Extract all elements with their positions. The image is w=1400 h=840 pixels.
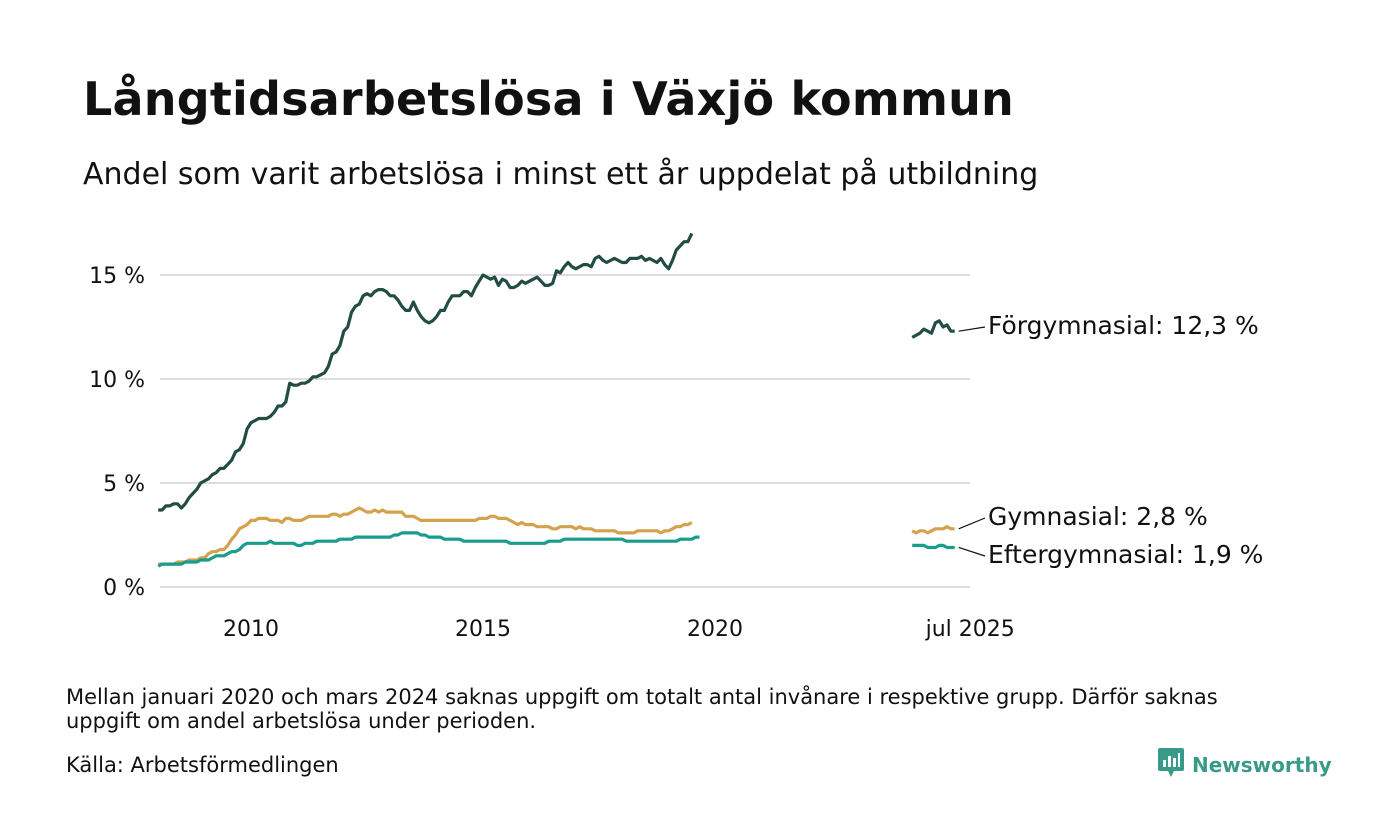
brand-name: Newsworthy xyxy=(1192,753,1332,777)
forgymnasial-leader-line xyxy=(958,326,986,332)
x-axis-ticks: 2010 2015 2020 jul 2025 xyxy=(223,617,1015,642)
x-tick-label: 2015 xyxy=(455,617,511,642)
forgymnasial-line-segment-2 xyxy=(911,319,955,339)
y-tick-label: 10 % xyxy=(89,368,145,393)
y-tick-label: 15 % xyxy=(89,264,145,289)
gymnasial-line-segment-1 xyxy=(158,506,693,566)
chart-title: Långtidsarbetslösa i Växjö kommun xyxy=(83,72,1015,126)
forgymnasial-end-label: Förgymnasial: 12,3 % xyxy=(988,311,1259,340)
eftergymnasial-end-label: Eftergymnasial: 1,9 % xyxy=(988,540,1263,569)
x-tick-label: 2020 xyxy=(687,617,743,642)
chart-subtitle: Andel som varit arbetslösa i minst ett å… xyxy=(83,157,1039,192)
y-axis-ticks: 0 % 5 % 10 % 15 % xyxy=(89,264,145,601)
chart-footnote: Mellan januari 2020 och mars 2024 saknas… xyxy=(66,685,1218,733)
y-tick-label: 5 % xyxy=(103,472,145,497)
newsworthy-logo-icon xyxy=(1158,747,1184,783)
gymnasial-end-label: Gymnasial: 2,8 % xyxy=(988,502,1208,531)
x-tick-label: jul 2025 xyxy=(925,617,1015,642)
x-tick-label: 2010 xyxy=(223,617,279,642)
eftergymnasial-line-segment-1 xyxy=(157,531,700,568)
eftergymnasial-line-segment-2 xyxy=(912,543,955,550)
forgymnasial-line-segment-1 xyxy=(158,232,694,512)
series-lines xyxy=(157,232,955,568)
brand-logo[interactable]: Newsworthy xyxy=(1158,747,1332,783)
gridlines xyxy=(160,274,970,588)
gymnasial-line-segment-2 xyxy=(911,525,955,535)
chart-source: Källa: Arbetsförmedlingen xyxy=(66,753,339,777)
series-end-labels: Förgymnasial: 12,3 % Gymnasial: 2,8 % Efte… xyxy=(958,311,1263,569)
eftergymnasial-leader-line xyxy=(958,546,986,557)
gymnasial-leader-line xyxy=(958,517,986,530)
y-tick-label: 0 % xyxy=(103,576,145,601)
